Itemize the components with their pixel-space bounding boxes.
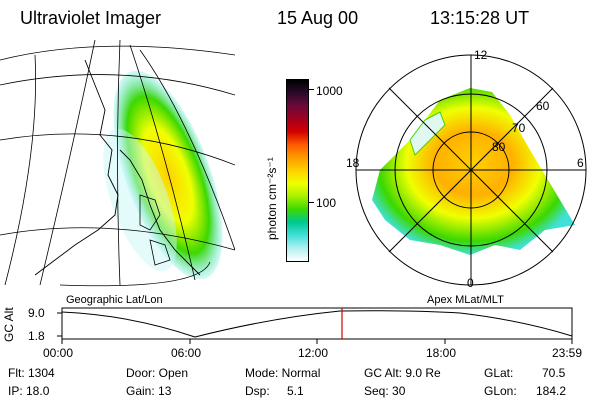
mlat-label-80: 80	[492, 140, 506, 154]
door-status: Door: Open	[126, 366, 189, 380]
mlt-label-18: 18	[346, 156, 360, 170]
glon-label: GLon:	[484, 384, 517, 398]
colorbar-tick-100: 100	[316, 196, 337, 210]
gc-ytick-9: 9.0	[28, 306, 45, 320]
coastline-east	[119, 149, 201, 276]
coastline-west	[34, 59, 119, 276]
aurora-band-geo	[113, 70, 223, 280]
colorbar	[286, 79, 309, 262]
gc-alt-axis-label: GC Alt	[2, 307, 16, 342]
instrument-title: Ultraviolet Imager	[20, 8, 162, 28]
gc-xtick-1200: 12:00	[298, 346, 329, 360]
gc-xtick-2359: 23:59	[552, 346, 583, 360]
date-label: 15 Aug 00	[277, 8, 359, 28]
gc-xtick-0000: 00:00	[43, 346, 74, 360]
mlt-label-6: 6	[577, 156, 584, 170]
gc-xtick-1800: 18:00	[426, 346, 457, 360]
geo-caption: Geographic Lat/Lon	[66, 294, 163, 306]
gain-value: Gain: 13	[126, 384, 172, 398]
mode-status: Mode: Normal	[245, 366, 321, 380]
dsp-value: 5.1	[287, 384, 304, 398]
sequence-number: Seq: 30	[364, 384, 406, 398]
colorbar-tick-1000: 1000	[316, 84, 343, 98]
mlt-label-0: 0	[467, 276, 474, 290]
glat-label: GLat:	[484, 366, 514, 380]
time-label: 13:15:28 UT	[430, 8, 530, 28]
mlat-label-70: 70	[512, 121, 526, 135]
ip-value: IP: 18.0	[8, 384, 50, 398]
gc-ytick-1-8: 1.8	[28, 329, 45, 343]
gc-alt-status: GC Alt: 9.0 Re	[364, 366, 441, 380]
gc-altitude-curve	[61, 310, 573, 338]
dsp-label: Dsp:	[245, 384, 270, 398]
gc-xtick-0600: 06:00	[171, 346, 202, 360]
flight-number: Flt: 1304	[8, 366, 55, 380]
glat-value: 70.5	[542, 366, 566, 380]
apex-caption: Apex MLat/MLT	[427, 294, 504, 306]
glon-value: 184.2	[536, 384, 567, 398]
mlat-label-60: 60	[536, 99, 550, 113]
mlt-label-12: 12	[474, 48, 488, 62]
